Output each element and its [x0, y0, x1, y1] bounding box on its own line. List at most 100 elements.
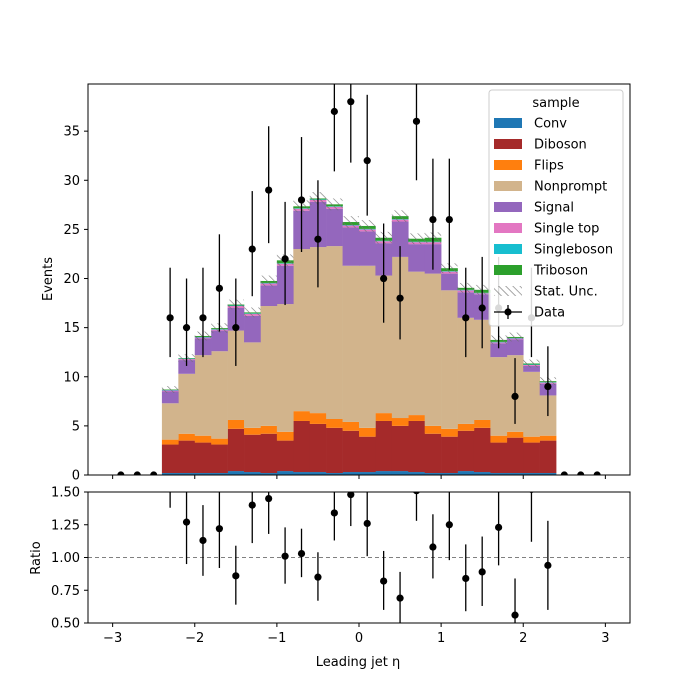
legend-swatch: [494, 265, 522, 275]
legend-label: Triboson: [533, 264, 588, 279]
bar-segment: [441, 273, 458, 291]
bar-segment: [326, 427, 343, 474]
ratio-point: [297, 549, 306, 558]
bar-segment: [506, 431, 524, 438]
bar-segment: [523, 436, 540, 443]
bar-segment: [408, 271, 425, 416]
ratio-point: [396, 594, 404, 602]
x-tick-label: −2: [185, 631, 204, 646]
ratio-point: [281, 552, 289, 560]
bar-segment: [441, 436, 458, 474]
data-point: [297, 196, 306, 204]
data-point: [199, 314, 207, 322]
bar-segment: [490, 343, 508, 358]
legend-item: Single top: [494, 222, 599, 237]
bar-segment: [359, 436, 376, 473]
ratio-points: [169, 492, 552, 623]
bar-segment: [342, 265, 360, 422]
y-tick-label: 1.25: [51, 518, 80, 533]
y-tick-label: 0.50: [51, 617, 80, 632]
ratio-point: [330, 509, 338, 517]
legend-item: Signal: [494, 201, 574, 216]
legend-item: Flips: [494, 159, 564, 174]
data-points: [117, 84, 601, 475]
series-diboson: [161, 420, 557, 474]
data-point: [182, 324, 191, 332]
bar-segment: [539, 440, 557, 474]
bar-segment: [424, 425, 442, 434]
bar-segment: [161, 473, 179, 475]
bar-segment: [276, 431, 294, 441]
unc-hatch: [260, 275, 277, 287]
ratio-point: [429, 543, 437, 551]
legend-item: Diboson: [494, 138, 587, 153]
bar-segment: [424, 473, 442, 475]
ratio-point: [232, 572, 240, 580]
bar-segment: [293, 420, 311, 473]
data-point: [380, 274, 388, 283]
legend-swatch: [494, 286, 522, 296]
legend-swatch: [494, 160, 522, 170]
legend-label: Single top: [534, 222, 599, 237]
bar-segment: [473, 419, 491, 428]
bar-segment: [490, 473, 508, 475]
legend-item: Triboson: [494, 264, 588, 279]
ratio-point: [445, 521, 453, 529]
bar-segment: [244, 434, 261, 473]
bar-segment: [309, 247, 327, 414]
data-point: [248, 245, 256, 253]
bar-segment: [178, 373, 196, 434]
main-y-axis-label: Events: [41, 257, 56, 301]
legend-label: Diboson: [534, 138, 587, 153]
data-point: [478, 304, 486, 312]
y-tick-label: 35: [63, 125, 80, 140]
bar-segment: [375, 471, 393, 475]
legend-swatch: [494, 118, 522, 128]
x-tick-label: −3: [103, 631, 122, 646]
bar-segment: [276, 440, 294, 472]
legend-title: sample: [532, 96, 579, 111]
data-point: [215, 284, 223, 292]
y-tick-label: 15: [63, 321, 80, 336]
bar-segment: [375, 420, 393, 472]
legend-marker: [504, 308, 512, 316]
bar-segment: [441, 290, 458, 429]
data-point: [560, 471, 568, 475]
legend-label: Singleboson: [534, 243, 613, 258]
bar-segment: [178, 360, 196, 374]
bar-segment: [391, 221, 409, 257]
y-tick-label: 20: [63, 272, 80, 287]
bar-segment: [408, 415, 425, 421]
ratio-point: [544, 561, 552, 569]
bar-segment: [342, 421, 360, 431]
legend-label: Conv: [534, 117, 567, 132]
data-point: [347, 98, 355, 106]
bar-segment: [178, 433, 196, 441]
bar-segment: [309, 413, 327, 424]
main-x-ticks: [112, 475, 606, 479]
bar-segment: [391, 425, 409, 472]
bar-segment: [227, 330, 245, 420]
bar-segment: [375, 413, 393, 421]
data-point: [330, 107, 338, 116]
legend-box: [488, 89, 624, 327]
bar-segment: [457, 317, 475, 424]
legend-label: Data: [534, 306, 565, 321]
bar-segment: [490, 442, 508, 474]
unc-hatch: [359, 220, 376, 232]
bar-segment: [260, 433, 278, 474]
ratio-point: [248, 501, 256, 509]
bar-segment: [473, 319, 491, 420]
bar-segment: [457, 430, 475, 472]
y-tick-label: 25: [63, 223, 80, 238]
legend-item: Data: [494, 305, 565, 321]
ratio-point: [413, 492, 420, 495]
main-panel: 0 5 10 15 20 25 30 35 Events sample Conv Diboson…: [41, 83, 631, 484]
data-point: [412, 117, 421, 125]
bar-segment: [441, 473, 458, 475]
bar-segment: [490, 357, 508, 436]
y-tick-label: 10: [63, 370, 80, 385]
bar-segment: [457, 423, 475, 431]
bar-segment: [227, 419, 245, 429]
legend-label: Signal: [534, 201, 574, 216]
